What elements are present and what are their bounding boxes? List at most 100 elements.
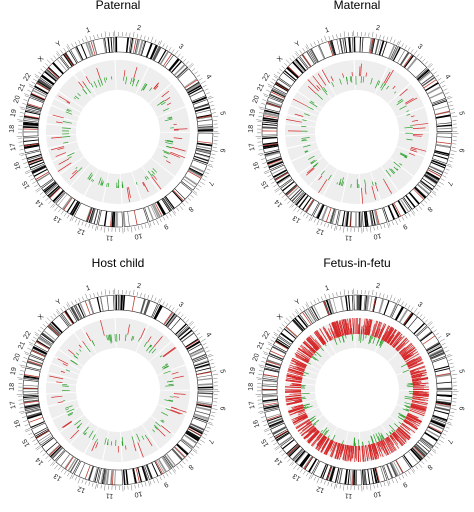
centromere	[112, 469, 114, 485]
tick	[442, 433, 447, 436]
cnv-gain-bar	[404, 97, 414, 104]
cnv-gain-bar	[377, 441, 380, 446]
band	[420, 438, 433, 449]
tick	[34, 331, 40, 336]
centromere	[110, 211, 113, 227]
cnv-gain-bar	[166, 102, 171, 106]
tick	[310, 301, 313, 306]
cnv-gain-bar	[336, 443, 342, 460]
tick	[64, 212, 67, 217]
cnv-gain-bar	[294, 113, 304, 117]
band	[171, 190, 183, 203]
cnv-loss-bar	[370, 78, 373, 85]
cnv-gain-bar	[295, 362, 306, 368]
band	[189, 167, 204, 176]
cnv-gain-bar	[352, 445, 354, 459]
cnv-gain-bar	[410, 405, 427, 411]
band	[23, 385, 39, 387]
cnv-gain-bar	[390, 332, 401, 346]
tick	[204, 88, 209, 91]
chromosome-1: 1	[67, 285, 116, 354]
tick	[197, 442, 202, 446]
cnv-gain-bar	[314, 339, 322, 348]
band	[419, 330, 432, 341]
tick	[421, 202, 425, 207]
centromere	[435, 372, 451, 377]
cnv-gain-bar	[366, 445, 370, 460]
tick	[299, 50, 303, 54]
chromosome-label: 11	[345, 234, 353, 242]
tick	[42, 65, 46, 69]
tick	[264, 429, 270, 433]
band	[23, 395, 39, 397]
tick	[195, 445, 200, 449]
chromosome-label: 16	[252, 161, 261, 171]
cnv-gain-bar	[173, 137, 183, 139]
cnv-loss-bar	[162, 366, 169, 370]
cnv-loss-bar	[166, 380, 174, 383]
cnv-gain-bar	[298, 410, 306, 414]
track-bg	[58, 75, 93, 109]
band	[294, 450, 306, 463]
tick	[289, 315, 293, 320]
tick	[429, 194, 433, 198]
cnv-gain-bar	[85, 332, 92, 342]
cnv-gain-bar	[327, 328, 334, 340]
tick	[137, 483, 140, 488]
band	[403, 454, 413, 468]
tick	[281, 323, 285, 327]
chromosome-label: 19	[10, 367, 18, 376]
track-bg	[381, 158, 414, 191]
chromosome-Y: Y	[294, 40, 336, 99]
tick	[297, 208, 300, 213]
band	[329, 208, 335, 224]
cnv-loss-bar	[315, 351, 322, 358]
tick	[27, 347, 31, 350]
tick	[289, 461, 294, 466]
band	[369, 210, 374, 226]
tick	[136, 33, 138, 38]
tick	[45, 63, 49, 67]
cnv-gain-bar	[412, 127, 426, 130]
band	[196, 402, 212, 406]
band	[61, 196, 73, 210]
cnv-gain-bar	[78, 344, 82, 348]
cnv-gain-bar	[287, 375, 303, 380]
cnv-gain-bar	[347, 322, 350, 335]
band	[193, 416, 208, 422]
cnv-gain-bar	[394, 431, 406, 444]
chromosome-label: X	[37, 313, 46, 321]
tick	[343, 227, 345, 233]
tick	[295, 308, 300, 314]
tick	[18, 152, 25, 155]
cnv-loss-bar	[75, 167, 78, 169]
cnv-loss-bar	[103, 77, 106, 83]
cnv-gain-bar	[405, 353, 420, 363]
cnv-gain-bar	[348, 318, 352, 335]
chromosome-label: 17	[248, 401, 256, 410]
tick	[401, 43, 404, 48]
band	[374, 467, 380, 483]
centromere	[35, 171, 49, 180]
tick	[287, 458, 291, 462]
chromosome-16: 16	[13, 399, 80, 431]
band	[164, 454, 175, 468]
cnv-gain-bar	[410, 371, 421, 375]
band	[434, 367, 450, 373]
cnv-loss-bar	[362, 76, 365, 83]
band	[164, 54, 174, 68]
cnv-gain-bar	[395, 430, 407, 442]
band	[433, 154, 449, 160]
cnv-loss-bar	[380, 82, 384, 89]
chromosome-9: 9	[131, 166, 176, 230]
cnv-gain-bar	[55, 152, 67, 157]
cnv-gain-bar	[285, 394, 302, 397]
cnv-loss-bar	[399, 153, 408, 158]
cnv-loss-bar	[375, 182, 377, 185]
tick	[52, 204, 56, 208]
band	[88, 208, 95, 223]
cnv-loss-bar	[304, 150, 309, 153]
tick	[54, 206, 59, 212]
cnv-gain-bar	[392, 433, 403, 446]
cnv-gain-bar	[330, 328, 336, 339]
